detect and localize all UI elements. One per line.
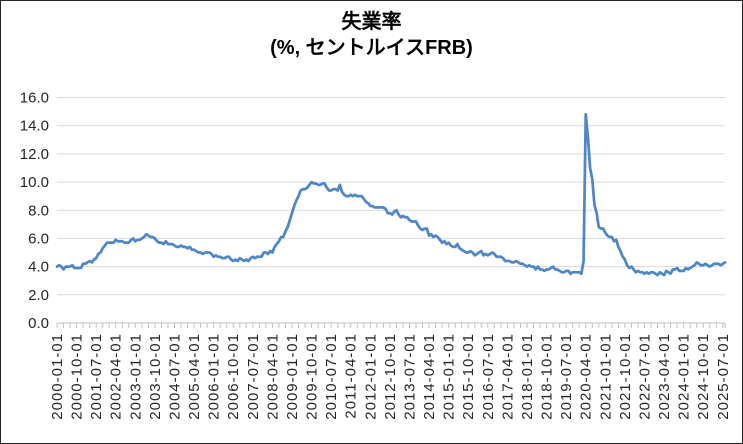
x-axis-tick-label: 2008-04-01: [264, 333, 281, 420]
x-axis-tick-label: 2006-01-01: [206, 333, 223, 420]
x-axis-tick-label: 2006-10-01: [225, 333, 242, 420]
x-axis-tick-label: 2019-07-01: [558, 333, 575, 420]
x-axis-tick-label: 2013-07-01: [402, 333, 419, 420]
y-axis-tick-label: 0.0: [28, 315, 49, 332]
y-axis-tick-label: 6.0: [28, 230, 49, 247]
y-axis-tick-label: 12.0: [20, 146, 49, 163]
unemployment-rate-series-line: [55, 113, 727, 277]
x-axis-tick-label: 2020-04-01: [578, 333, 595, 420]
x-axis-tick-label: 2021-01-01: [597, 333, 614, 420]
chart-title: 失業率: [341, 11, 402, 33]
x-axis-tick-label: 2018-01-01: [519, 333, 536, 420]
x-axis-tick-label: 2018-10-01: [539, 333, 556, 420]
x-axis-tick-label: 2017-04-01: [499, 333, 516, 420]
x-axis-tick-label: 2015-10-01: [460, 333, 477, 420]
x-axis-tick-label: 2010-07-01: [323, 333, 340, 420]
chart-title-block: 失業率 (%, セントルイスFRB): [1, 9, 742, 61]
y-axis-tick-label: 8.0: [28, 202, 49, 219]
x-axis-tick-label: 2014-04-01: [421, 333, 438, 420]
x-axis-tick-label: 2003-01-01: [127, 333, 144, 420]
x-axis-tick-label: 2009-10-01: [304, 333, 321, 420]
x-axis-tick-label: 2015-01-01: [441, 333, 458, 420]
x-axis-tick-label: 2000-10-01: [69, 333, 86, 420]
x-axis-tick-label: 2024-10-01: [695, 333, 712, 420]
x-axis-tick-label: 2012-10-01: [382, 333, 399, 420]
x-axis-tick-label: 2000-01-01: [49, 333, 66, 420]
x-axis-tick-label: 2007-07-01: [245, 333, 262, 420]
x-axis-tick-label: 2005-04-01: [186, 333, 203, 420]
y-axis-tick-label: 10.0: [20, 174, 49, 191]
x-axis-tick-label: 2001-07-01: [88, 333, 105, 420]
x-axis-tick-label: 2011-04-01: [343, 333, 360, 419]
x-axis-tick-label: 2022-07-01: [637, 333, 654, 420]
chart-subtitle: (%, セントルイスFRB): [270, 37, 473, 59]
x-axis-tick-label: 2009-01-01: [284, 333, 301, 420]
x-axis-tick-label: 2004-07-01: [167, 333, 184, 420]
x-axis-tick-label: 2024-01-01: [676, 333, 693, 420]
x-axis-tick-label: 2023-04-01: [656, 333, 673, 420]
y-axis-tick-label: 16.0: [20, 90, 49, 107]
y-axis-tick-label: 4.0: [28, 259, 49, 276]
x-axis-tick-label: 2012-01-01: [362, 333, 379, 420]
x-axis-tick-label: 2021-10-01: [617, 333, 634, 420]
x-axis-tick-label: 2016-07-01: [480, 333, 497, 420]
x-axis-tick-label: 2025-07-01: [715, 333, 732, 420]
x-axis-tick-label: 2003-10-01: [147, 333, 164, 420]
y-axis-tick-label: 14.0: [20, 118, 49, 135]
y-axis-tick-label: 2.0: [28, 287, 49, 304]
x-axis-tick-label: 2002-04-01: [108, 333, 125, 420]
